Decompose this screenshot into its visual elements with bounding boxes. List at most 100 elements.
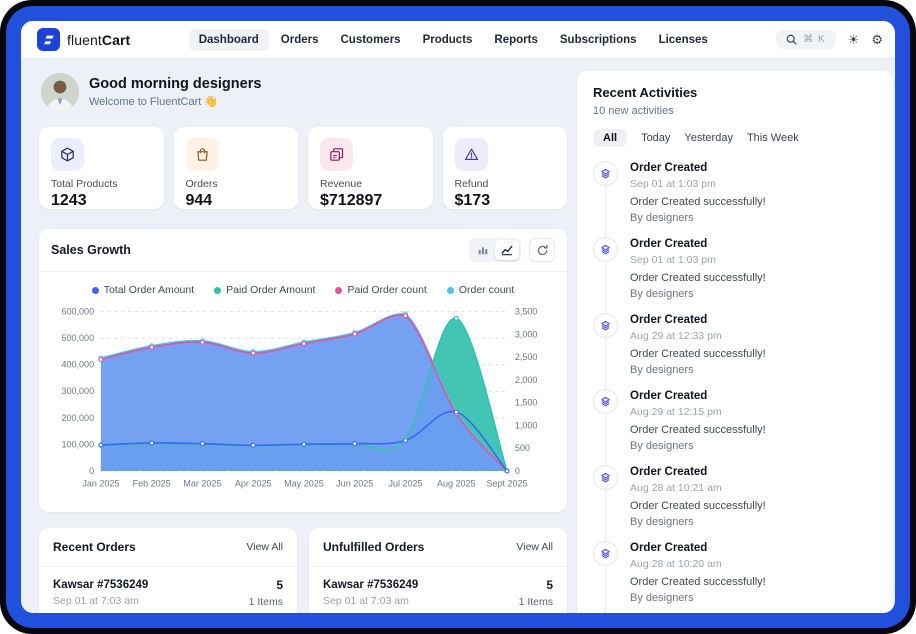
activity-title: Order Created: [630, 161, 877, 174]
legend-item[interactable]: Paid Order Amount: [214, 284, 315, 296]
settings-gear-icon[interactable]: ⚙: [871, 33, 883, 46]
nav-item-subscriptions[interactable]: Subscriptions: [550, 29, 647, 51]
recent-orders-view-all[interactable]: View All: [246, 541, 283, 553]
stat-label: Revenue: [320, 178, 421, 190]
svg-text:600,000: 600,000: [61, 307, 94, 317]
tab-all[interactable]: All: [593, 129, 627, 147]
legend-item[interactable]: Total Order Amount: [92, 284, 194, 296]
stat-value: $173: [455, 192, 556, 210]
activity-layers-icon: [593, 237, 618, 262]
legend-dot: [335, 287, 342, 294]
svg-text:200,000: 200,000: [61, 413, 94, 423]
activity-time: Aug 29 at 12:33 pm: [630, 330, 877, 342]
activity-author: By designers: [630, 516, 877, 528]
warning-icon: [455, 138, 488, 171]
activity-item[interactable]: Order CreatedAug 29 at 12:15 pmOrder Cre…: [593, 389, 877, 452]
nav-item-reports[interactable]: Reports: [484, 29, 547, 51]
search-button[interactable]: ⌘ K: [776, 30, 835, 49]
order-row[interactable]: Kawsar #7536249 Sep 01 at 7:03 am 5 1 It…: [309, 567, 567, 613]
order-qty: 5: [519, 578, 553, 592]
order-customer: Kawsar #7536249: [53, 579, 148, 591]
svg-text:Jul 2025: Jul 2025: [388, 479, 422, 489]
tab-this-week[interactable]: This Week: [747, 129, 799, 147]
content-area: Good morning designers Welcome to Fluent…: [21, 59, 895, 613]
activity-item[interactable]: Order CreatedAug 29 at 12:33 pmOrder Cre…: [593, 313, 877, 376]
theme-toggle-sun-icon[interactable]: ☀: [848, 33, 860, 46]
chart-toolbar: [469, 238, 555, 262]
activity-item[interactable]: Order CreatedAug 28 at 10:20 amOrder Cre…: [593, 541, 877, 604]
nav-item-customers[interactable]: Customers: [331, 29, 411, 51]
activity-time: Aug 28 at 10:21 am: [630, 482, 877, 494]
activity-description: Order Created successfully!: [630, 272, 877, 284]
activities-filter-tabs: All Today Yesterday This Week: [593, 129, 877, 147]
sales-growth-chart[interactable]: 0100,000200,000300,000400,000500,000600,…: [39, 298, 567, 512]
receipt-icon: [320, 138, 353, 171]
activity-title: Order Created: [630, 465, 877, 478]
stat-value: $712897: [320, 192, 421, 210]
unfulfilled-orders-view-all[interactable]: View All: [516, 541, 553, 553]
stat-card-total-products: Total Products 1243: [39, 127, 164, 209]
svg-text:2,500: 2,500: [515, 352, 538, 362]
svg-text:Sept 2025: Sept 2025: [487, 479, 528, 489]
recent-orders-title: Recent Orders: [53, 540, 136, 554]
nav-item-products[interactable]: Products: [413, 29, 483, 51]
svg-text:300,000: 300,000: [61, 386, 94, 396]
nav-item-orders[interactable]: Orders: [271, 29, 329, 51]
order-qty: 5: [249, 578, 283, 592]
chart-legend: Total Order Amount Paid Order Amount Paid …: [39, 272, 567, 298]
greeting-block: Good morning designers Welcome to Fluent…: [41, 73, 567, 111]
tab-today[interactable]: Today: [641, 129, 670, 147]
svg-text:3,500: 3,500: [515, 307, 538, 317]
activity-layers-icon: [593, 313, 618, 338]
activities-title: Recent Activities: [593, 85, 877, 100]
activity-item[interactable]: Order Created Sep 01 at 1:03 pm Order Crea…: [593, 161, 877, 224]
stat-label: Orders: [186, 178, 287, 190]
activity-author: By designers: [630, 212, 877, 224]
stat-card-refund: Refund $173: [443, 127, 568, 209]
stat-value: 1243: [51, 192, 152, 210]
refresh-chart-icon[interactable]: [529, 238, 555, 262]
activity-title: Order Created: [630, 389, 877, 402]
stat-label: Total Products: [51, 178, 152, 190]
activity-author: By designers: [630, 440, 877, 452]
nav-item-dashboard[interactable]: Dashboard: [189, 29, 269, 51]
activity-title: Order Created: [630, 541, 877, 554]
stat-value: 944: [186, 192, 287, 210]
svg-text:1,000: 1,000: [515, 420, 538, 430]
tab-yesterday[interactable]: Yesterday: [684, 129, 733, 147]
device-frame: fluentCart Dashboard Orders Customers Pr…: [0, 0, 916, 634]
order-row[interactable]: Kawsar #7536249 Sep 01 at 7:03 am 5 1 It…: [39, 567, 297, 613]
line-chart-icon[interactable]: [495, 240, 519, 260]
activity-description: Order Created successfully!: [630, 500, 877, 512]
chart-type-switch: [469, 238, 521, 262]
svg-text:Feb 2025: Feb 2025: [133, 479, 171, 489]
order-items: 1 Items: [519, 596, 553, 608]
svg-text:3,000: 3,000: [515, 329, 538, 339]
activity-time: Aug 28 at 10:20 am: [630, 558, 877, 570]
activity-time: Sep 01 at 1:03 pm: [630, 178, 877, 190]
activity-item[interactable]: Order CreatedSep 01 at 1:03 pmOrder Crea…: [593, 237, 877, 300]
top-navbar: fluentCart Dashboard Orders Customers Pr…: [21, 21, 895, 59]
svg-text:Jun 2025: Jun 2025: [336, 479, 373, 489]
avatar: [41, 73, 79, 111]
greeting-subtitle: Welcome to FluentCart 👋: [89, 95, 261, 108]
logo-text: fluentCart: [67, 32, 130, 48]
stat-card-orders: Orders 944: [174, 127, 299, 209]
legend-item[interactable]: Paid Order count: [335, 284, 426, 296]
svg-text:Jan 2025: Jan 2025: [82, 479, 119, 489]
nav-item-licenses[interactable]: Licenses: [649, 29, 718, 51]
stat-card-revenue: Revenue $712897: [308, 127, 433, 209]
svg-text:100,000: 100,000: [61, 439, 94, 449]
activity-item[interactable]: Order Created Aug 28 at 10:21 am Order Cre…: [593, 465, 877, 528]
svg-text:1,500: 1,500: [515, 398, 538, 408]
package-icon: [51, 138, 84, 171]
legend-item[interactable]: Order count: [447, 284, 514, 296]
activity-layers-icon: [593, 161, 618, 186]
recent-activities-panel: Recent Activities 10 new activities All …: [577, 71, 893, 613]
bar-chart-icon[interactable]: [471, 240, 495, 260]
svg-text:May 2025: May 2025: [284, 479, 324, 489]
activities-subtitle: 10 new activities: [593, 105, 877, 117]
brand-logo[interactable]: fluentCart: [37, 28, 130, 51]
activity-description: Order Created successfully!: [630, 196, 877, 208]
legend-dot: [92, 287, 99, 294]
